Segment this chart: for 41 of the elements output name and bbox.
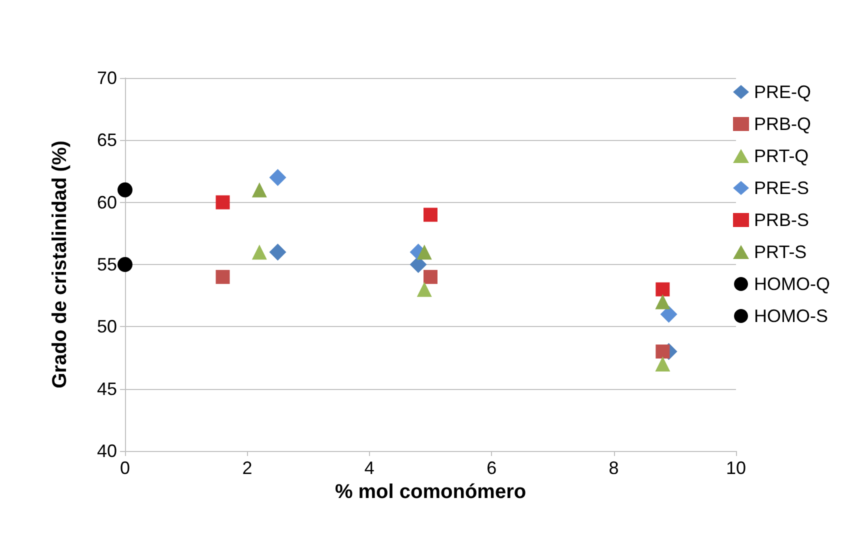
legend-label: PRE-S [754, 178, 810, 198]
point [424, 208, 438, 222]
point [656, 344, 670, 359]
legend-label: HOMO-S [754, 306, 828, 326]
point [118, 182, 132, 198]
point [216, 195, 230, 210]
y-tick-label: 60 [96, 192, 117, 212]
x-tick-label: 6 [486, 458, 497, 478]
point [424, 270, 438, 284]
point [416, 244, 432, 260]
x-axis-title: % mol comonómero [334, 480, 526, 503]
legend-label: PRE-Q [754, 82, 812, 102]
point [656, 282, 670, 296]
y-tick-label: 40 [96, 441, 117, 461]
y-tick-label: 65 [96, 130, 117, 150]
x-tick-label: 2 [242, 458, 252, 478]
legend-label: PRT-S [754, 242, 807, 262]
x-tick-label: 4 [364, 458, 374, 478]
y-tick-label: 50 [96, 316, 117, 337]
point [655, 356, 670, 372]
y-tick-label: 55 [96, 254, 117, 274]
y-axis-title: Grado de cristalinidad (%) [49, 140, 71, 388]
point [118, 257, 132, 272]
point [660, 306, 678, 323]
point [252, 244, 267, 260]
legend-label: PRT-Q [754, 146, 809, 166]
point [416, 282, 432, 297]
y-tick-label: 70 [96, 68, 117, 88]
x-tick-label: 0 [120, 458, 130, 478]
point [216, 270, 230, 284]
legend-label: HOMO-Q [754, 274, 830, 294]
x-tick-label: 8 [608, 458, 619, 478]
point [655, 294, 670, 310]
point [269, 244, 286, 261]
x-tick-label: 10 [726, 458, 746, 478]
point [269, 168, 286, 186]
point [410, 256, 427, 273]
point [252, 182, 267, 198]
legend-label: PRB-S [754, 210, 810, 230]
legend-label: PRB-Q [754, 114, 812, 134]
y-tick-label: 45 [96, 378, 117, 399]
